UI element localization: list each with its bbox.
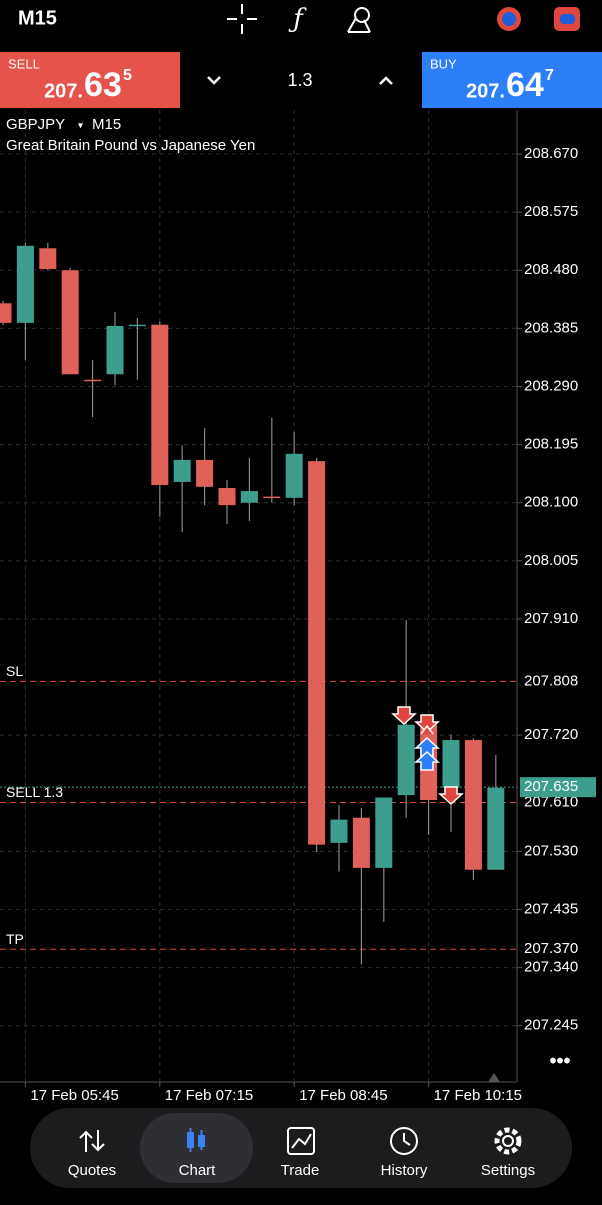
trade-signal-icon[interactable] <box>554 7 580 31</box>
indicators-icon[interactable]: ƒ <box>288 4 307 34</box>
candle-body <box>285 453 303 498</box>
level-name: TP <box>6 931 24 947</box>
y-tick-label: 208.005 <box>524 552 578 569</box>
nav-active <box>140 1113 253 1183</box>
sell-price-big: 63 <box>84 66 122 104</box>
buy-price-prefix: 207. <box>466 80 505 102</box>
symbol-dropdown[interactable]: ▾ <box>78 121 83 132</box>
y-tick-label: 208.480 <box>524 261 578 278</box>
trade-markers <box>391 706 464 806</box>
account-icon[interactable] <box>497 7 521 31</box>
sell-label: SELL <box>8 56 40 71</box>
buy-label: BUY <box>430 56 457 71</box>
candle-body <box>375 797 393 868</box>
level-price: 207.370 <box>524 940 578 957</box>
nav-item[interactable]: Settings <box>481 1162 535 1179</box>
y-tick-label: 207.910 <box>524 610 578 627</box>
y-tick-label: 207.340 <box>524 959 578 976</box>
candle-body <box>151 324 169 485</box>
chart-subtitle: Great Britain Pound vs Japanese Yen <box>6 137 255 154</box>
objects-icon[interactable] <box>347 7 371 33</box>
nav-items: Quotes Chart Trade History Settings <box>68 1162 535 1179</box>
level-price: 207.610 <box>524 793 578 810</box>
y-tick-label: 208.385 <box>524 319 578 336</box>
y-tick-label: 207.245 <box>524 1017 578 1034</box>
y-tick-label: 207.720 <box>524 726 578 743</box>
sell-price-small: 5 <box>123 67 132 84</box>
scroll-marker <box>488 1073 500 1082</box>
candle-body <box>240 491 258 503</box>
timeframe-button[interactable]: M15 <box>18 7 57 29</box>
candle-body <box>464 740 482 870</box>
buy-button[interactable] <box>422 52 602 108</box>
candle-body <box>397 724 415 796</box>
x-tick-label: 17 Feb 05:45 <box>30 1087 118 1104</box>
level-name: SL <box>6 663 23 679</box>
candle-body <box>106 325 124 375</box>
y-tick-label: 208.100 <box>524 494 578 511</box>
candle-body <box>442 740 460 788</box>
nav-item[interactable]: Quotes <box>68 1162 116 1179</box>
volume[interactable]: 1.3 <box>287 70 312 90</box>
candle-body <box>0 303 12 323</box>
sell-button[interactable] <box>0 52 180 108</box>
buy-price-big: 64 <box>506 66 544 104</box>
candle-body <box>330 819 348 843</box>
symbol: GBPJPY <box>6 116 65 133</box>
volume-up[interactable] <box>379 76 393 85</box>
price-label-bg <box>520 793 596 812</box>
y-tick-label: 207.530 <box>524 842 578 859</box>
chart-period: M15 <box>92 116 121 133</box>
candle-body <box>128 324 146 327</box>
sell-price-prefix: 207. <box>44 80 83 102</box>
x-tick-label: 17 Feb 08:45 <box>299 1087 387 1104</box>
nav-icons <box>79 1127 522 1155</box>
x-tick-label: 17 Feb 10:15 <box>434 1087 522 1104</box>
candle-body <box>196 459 214 487</box>
price-label-bg <box>520 672 596 691</box>
y-tick-label: 208.575 <box>524 203 578 220</box>
price-box <box>520 777 596 798</box>
candle-body <box>263 496 281 499</box>
y-tick-label: 208.195 <box>524 436 578 453</box>
candle-body <box>487 787 505 870</box>
candle-body <box>173 459 191 482</box>
level-name: SELL 1.3 <box>6 784 63 800</box>
nav-item[interactable]: History <box>381 1162 428 1179</box>
x-tick-label: 17 Feb 07:15 <box>165 1087 253 1104</box>
candle-body <box>61 270 79 375</box>
nav-item[interactable]: Chart <box>179 1162 217 1179</box>
buy-price-small: 7 <box>545 67 554 84</box>
y-tick-label: 208.670 <box>524 145 578 162</box>
candle-body <box>218 488 236 506</box>
candle-body <box>39 248 57 270</box>
y-tick-label: 207.435 <box>524 900 578 917</box>
candle-body <box>84 379 102 382</box>
candle-body <box>352 817 370 868</box>
y-tick-label: 208.290 <box>524 377 578 394</box>
level-price: 207.808 <box>524 672 578 689</box>
price-label-bg <box>520 940 596 959</box>
candle-body <box>308 461 326 845</box>
more-button[interactable]: ••• <box>549 1050 570 1072</box>
nav-item[interactable]: Trade <box>281 1162 320 1179</box>
crosshair-icon[interactable] <box>227 4 257 34</box>
volume-down[interactable] <box>207 76 221 85</box>
current-price: 207.635 <box>524 778 578 795</box>
candle-body <box>16 245 34 323</box>
